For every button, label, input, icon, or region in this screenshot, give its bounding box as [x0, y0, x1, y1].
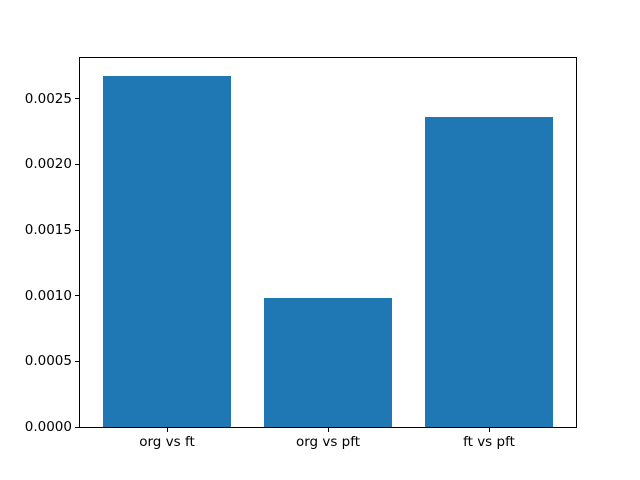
x-tick-mark [327, 428, 329, 432]
y-tick-mark [75, 229, 79, 231]
x-tick-label: org vs ft [139, 434, 195, 450]
x-tick-label: ft vs pft [463, 434, 515, 450]
x-tick-mark [488, 428, 490, 432]
y-tick-label: 0.0020 [24, 156, 72, 173]
y-tick-label: 0.0025 [24, 90, 72, 107]
x-tick-label: org vs pft [295, 434, 361, 450]
y-tick-mark [75, 98, 79, 100]
bar [263, 298, 393, 427]
y-tick-label: 0.0000 [24, 419, 72, 435]
y-tick-mark [75, 426, 79, 428]
y-tick-label: 0.0005 [24, 353, 72, 370]
y-tick-label: 0.0015 [24, 222, 72, 238]
bar [102, 76, 232, 427]
bar [424, 117, 554, 427]
y-tick-mark [75, 360, 79, 362]
x-tick-mark [166, 428, 168, 432]
y-tick-mark [75, 163, 79, 165]
y-tick-label: 0.0010 [24, 287, 72, 304]
y-tick-mark [75, 295, 79, 297]
